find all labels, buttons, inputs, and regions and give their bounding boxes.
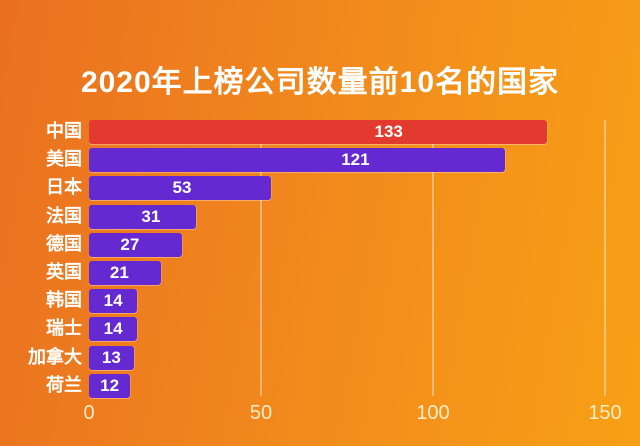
bar-row: 瑞士 14	[0, 315, 640, 343]
bar-value-label: 13	[101, 347, 121, 367]
bar-row: 美国 121	[0, 146, 640, 174]
category-label: 韩国	[46, 290, 82, 311]
category-label: 中国	[46, 121, 82, 141]
bar: 121	[89, 148, 506, 173]
bar-value-label: 53	[172, 178, 192, 198]
bar-row: 德国 27	[0, 231, 640, 259]
bar: 21	[89, 261, 162, 285]
bar-row: 中国 133	[0, 118, 640, 146]
x-axis-tick-label: 0	[83, 402, 95, 424]
bar-value-label: 31	[141, 206, 161, 226]
bar-value-label: 121	[341, 150, 370, 170]
bar-value-label: 21	[109, 263, 129, 282]
bar-row: 日本 53	[0, 174, 640, 202]
bar: 31	[89, 204, 196, 229]
x-axis-tick-label: 100	[416, 402, 450, 424]
gridline	[432, 120, 434, 396]
category-label: 法国	[46, 205, 82, 226]
category-label: 美国	[46, 149, 82, 170]
bar: 133	[89, 120, 547, 144]
bar: 13	[89, 345, 134, 370]
gridline	[260, 120, 262, 396]
bar-value-label: 12	[100, 375, 120, 395]
bar: 53	[89, 176, 272, 201]
x-axis-tick-label: 50	[249, 402, 273, 424]
chart-title: 2020年上榜公司数量前10名的国家	[80, 66, 560, 99]
category-label: 加拿大	[28, 346, 82, 367]
category-label: 瑞士	[46, 318, 82, 339]
category-label: 荷兰	[46, 374, 82, 395]
category-label: 德国	[46, 233, 82, 254]
bar: 14	[89, 317, 138, 342]
bar-row: 英国 21	[0, 259, 640, 287]
bar-value-label: 133	[374, 122, 403, 141]
bar: 12	[89, 373, 131, 398]
bar-value-label: 27	[120, 234, 140, 254]
bar-row: 荷兰 12	[0, 372, 640, 400]
category-label: 英国	[46, 262, 82, 282]
bar-value-label: 14	[103, 291, 123, 311]
bar-row: 法国 31	[0, 203, 640, 231]
bar: 14	[89, 289, 138, 314]
category-label: 日本	[46, 177, 82, 198]
bar-row: 韩国 14	[0, 287, 640, 315]
bar-row: 加拿大 13	[0, 344, 640, 372]
x-axis-tick-label: 150	[588, 402, 622, 424]
gridline	[604, 120, 606, 396]
bar-value-label: 14	[103, 319, 123, 339]
bar: 27	[89, 232, 182, 257]
